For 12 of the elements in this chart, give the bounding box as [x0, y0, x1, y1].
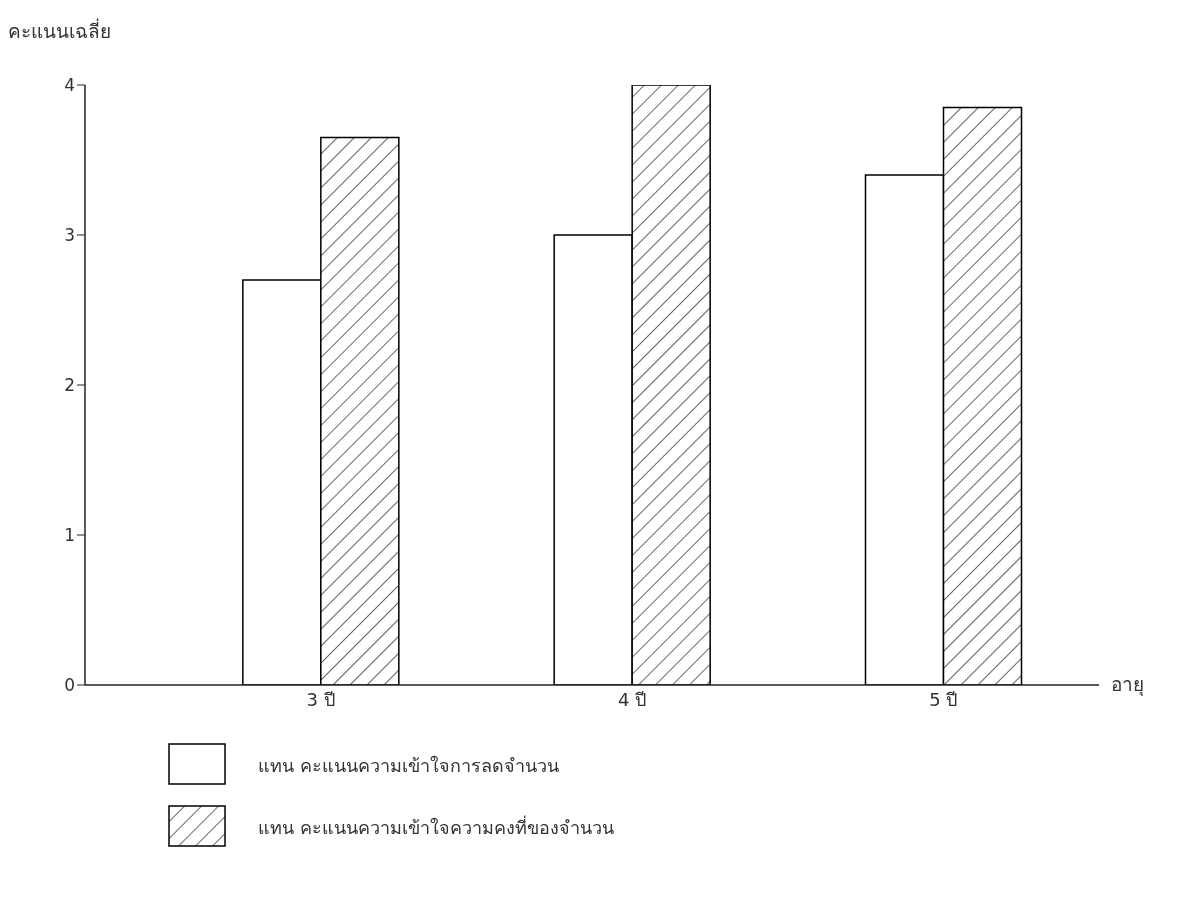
legend-label: แทน คะแนนความเข้าใจความคงที่ของจำนวน [258, 814, 614, 840]
y-tick-label: 4 [64, 75, 75, 96]
x-tick-label: 5 ปี [929, 688, 958, 710]
legend-label: แทน คะแนนความเข้าใจการลดจำนวน [258, 753, 559, 778]
y-tick-label: 0 [64, 675, 75, 696]
x-tick-label: 3 ปี [306, 688, 335, 710]
y-tick-label: 3 [64, 225, 75, 246]
y-axis-title: คะแนนเฉลี่ย [8, 17, 111, 44]
x-axis-title: อายุ [1111, 673, 1144, 697]
x-tick-label: 4 ปี [617, 688, 647, 710]
y-tick-label: 1 [64, 525, 75, 546]
y-tick-label: 2 [64, 375, 75, 396]
